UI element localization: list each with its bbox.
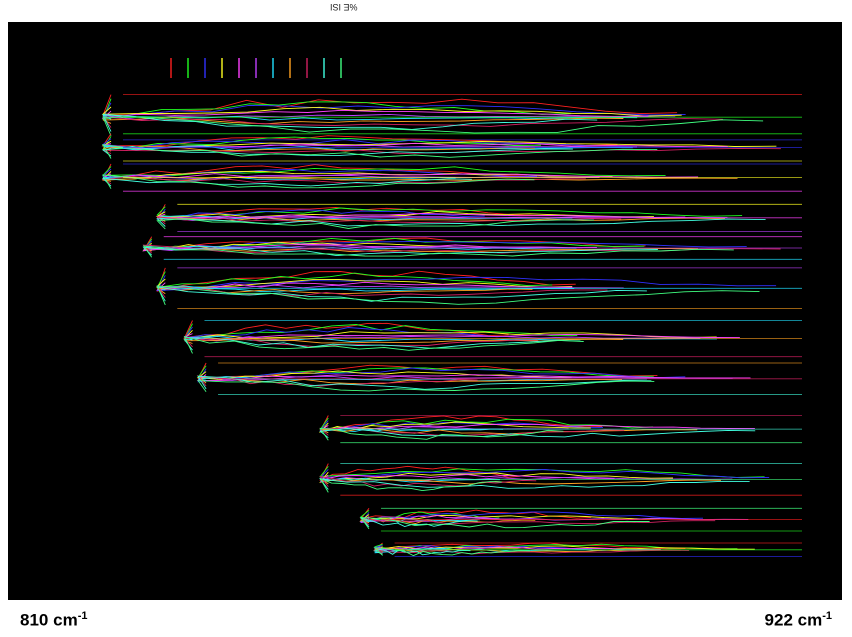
spectrum-line: [101, 176, 586, 185]
x-end-value: 922: [764, 610, 793, 630]
spectrum-line: [102, 147, 781, 155]
spectral-band-7: [183, 320, 802, 358]
spectrum-line: [319, 477, 502, 493]
spectral-band-1: [101, 94, 802, 141]
spectral-band-9: [318, 415, 802, 444]
spectrum-line: [156, 286, 608, 298]
spectrum-line: [102, 174, 600, 181]
spectrum-line: [319, 475, 537, 487]
spectrum-line: [156, 218, 766, 227]
spectral-band-10: [319, 463, 802, 496]
spectrum-line: [156, 285, 760, 306]
spectrum-line: [359, 517, 478, 528]
spectrum-line: [196, 374, 751, 381]
spectrum-line: [102, 144, 637, 151]
spectral-band-4: [155, 203, 802, 232]
spectrum-line: [102, 144, 658, 159]
spectrum-line: [183, 323, 578, 340]
spectral-band-11: [359, 507, 802, 532]
spectrum-line: [102, 136, 542, 151]
spectrum-line: [320, 428, 504, 433]
spectrum-line: [359, 517, 716, 526]
spectrum-line: [102, 116, 764, 136]
spectrum-line: [360, 516, 650, 530]
top-label: %E ISI: [330, 2, 358, 12]
spectrum-line: [196, 370, 572, 380]
spectral-band-5: [142, 236, 802, 260]
spectrum-line: [101, 109, 649, 119]
spectral-band-3: [101, 163, 802, 192]
x-end-unit: cm: [797, 610, 823, 630]
x-start-value: 810: [20, 610, 49, 630]
spectrum-line: [183, 329, 717, 340]
x-axis-end-label: 922 cm-1: [765, 610, 832, 631]
spectrum-line: [184, 335, 701, 342]
spectrum-line: [196, 375, 623, 385]
spectrum-line: [102, 113, 676, 121]
spectrum-line: [101, 106, 682, 117]
x-start-exp: -1: [77, 610, 88, 622]
spectrum-line: [319, 478, 750, 490]
spectral-band-6: [155, 267, 802, 310]
spectrum-line: [102, 174, 535, 189]
spectrum-line: [320, 427, 698, 435]
spectrum-line: [102, 145, 535, 152]
spectrum-line: [157, 284, 624, 289]
spectrum-line: [156, 271, 553, 288]
spectrum-line: [198, 375, 733, 381]
spectral-band-2: [101, 133, 802, 162]
spectra-plot: [101, 58, 802, 557]
spectrum-line: [156, 206, 743, 220]
spectrum-line: [156, 218, 595, 230]
spectrum-line: [142, 245, 734, 258]
spectrum-line: [101, 177, 472, 187]
spectrum-line: [183, 335, 584, 354]
spectrum-line: [197, 380, 655, 393]
spectrum-line: [374, 549, 690, 555]
spectrum-line: [319, 427, 564, 441]
spectrum-line: [102, 173, 699, 179]
spectrum-line: [102, 163, 527, 181]
spectrum-line: [102, 102, 686, 119]
spectrum-line: [319, 466, 765, 478]
spectral-band-8: [196, 362, 802, 396]
spectrum-line: [183, 337, 581, 351]
x-axis-start-label: 810 cm-1: [20, 610, 87, 631]
spectrum-line: [374, 545, 755, 551]
x-start-unit: cm: [53, 610, 78, 630]
spectrum-line: [156, 208, 485, 220]
spectrum-line: [319, 415, 603, 432]
spectrum-line: [319, 468, 770, 479]
spectrum-line: [101, 138, 655, 149]
spectrum-line: [373, 547, 531, 557]
spectrum-line: [156, 275, 777, 292]
x-end-exp: -1: [822, 610, 832, 622]
plot-area: [8, 22, 842, 600]
spectrum-line: [198, 376, 647, 382]
spectrum-line: [184, 333, 740, 341]
spectrum-line: [156, 286, 647, 302]
spectrum-line: [319, 428, 756, 439]
spectral-band-12: [373, 542, 802, 557]
spectrum-line: [373, 542, 686, 551]
spectrum-line: [102, 114, 598, 132]
spectrum-line: [156, 278, 573, 288]
spectrum-line: [157, 212, 686, 220]
spectrum-line: [374, 545, 593, 551]
spectrum-line: [142, 246, 658, 257]
